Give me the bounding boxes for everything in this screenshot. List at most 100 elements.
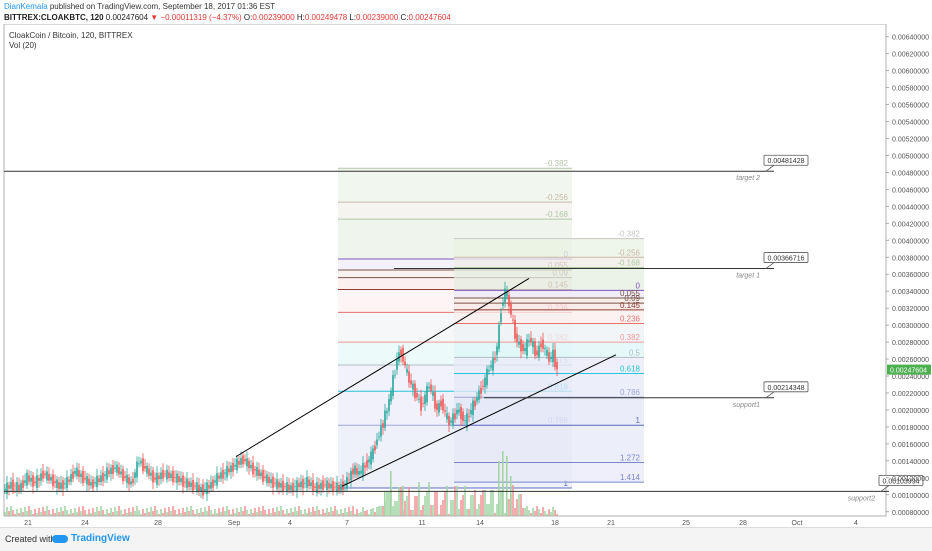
callout-leader (765, 391, 775, 399)
volume-bar (254, 508, 256, 516)
o-label: O: (243, 13, 253, 22)
publish-header: DianKemala published on TradingView.com,… (4, 1, 275, 12)
volume-bar (28, 506, 30, 516)
candle-body (532, 341, 534, 348)
candle-body (450, 420, 452, 423)
candle-body (242, 455, 244, 465)
candle-body (320, 482, 322, 489)
volume-bar (322, 509, 324, 516)
volume-bar (554, 510, 556, 516)
author-link[interactable]: DianKemala (4, 2, 48, 11)
candle-body (556, 362, 558, 370)
volume-bar (452, 500, 454, 516)
candle-body (378, 436, 380, 438)
volume-bar (474, 490, 476, 516)
volume-bar (304, 509, 306, 516)
volume-bar (460, 500, 462, 516)
y-tick-label: 0.00440000 (892, 204, 929, 211)
x-tick-label: 18 (551, 520, 559, 527)
x-tick-label: 4 (288, 520, 292, 527)
candle-body (302, 478, 304, 489)
candle-body (362, 462, 364, 476)
volume-bar (46, 506, 48, 516)
fib-level-label: -0.382 (545, 159, 568, 168)
candle-body (328, 482, 330, 489)
price-chart[interactable]: CloakCoin / Bitcoin, 120, BITTREX Vol (2… (0, 24, 932, 527)
volume-bar (530, 513, 532, 516)
volume-bar (172, 506, 174, 516)
candle-body (492, 358, 494, 371)
candle-body (316, 482, 318, 494)
volume-bar (184, 512, 186, 516)
volume-bar (144, 513, 146, 516)
candle-body (288, 484, 290, 491)
fib-zone (454, 257, 644, 268)
candle-body (318, 484, 320, 489)
volume-bar (540, 513, 542, 516)
volume-bar (536, 506, 538, 516)
y-tick-label: 0.00080000 (892, 510, 929, 517)
tradingview-brand[interactable]: TradingView (71, 533, 130, 544)
candle-body (42, 470, 44, 479)
fib-zone (454, 238, 644, 258)
y-tick-label: 0.00240000 (892, 374, 929, 381)
volume-bar (476, 509, 478, 516)
candle-body (480, 387, 482, 394)
volume-bar (208, 506, 210, 516)
volume-bar (336, 510, 338, 516)
volume-bar (428, 482, 430, 516)
volume-bar (332, 511, 334, 516)
fib-level-label: -0.382 (617, 230, 640, 239)
candle-body (112, 465, 114, 475)
candle-body (210, 482, 212, 489)
volume-bar (552, 507, 554, 516)
volume-bar (388, 492, 390, 516)
volume-bar (284, 514, 286, 516)
candle-body (456, 409, 458, 415)
candle-body (404, 361, 406, 366)
volume-bar (116, 511, 118, 516)
volume-bar (294, 507, 296, 516)
volume-bar (352, 506, 354, 516)
volume-bar (418, 482, 420, 516)
candle-body (256, 467, 258, 476)
candle-body (324, 484, 326, 486)
volume-bar (454, 486, 456, 516)
volume-bar (182, 508, 184, 516)
candle-body (272, 476, 274, 488)
trendline (341, 354, 617, 487)
candle-body (250, 465, 252, 469)
candle-body (346, 476, 348, 489)
candle-body (234, 465, 236, 467)
volume-bar (366, 510, 368, 516)
volume-bar (14, 514, 16, 516)
candle-body (48, 474, 50, 481)
candle-body (184, 481, 186, 483)
volume-bar (64, 506, 66, 516)
volume-bar (420, 510, 422, 516)
volume-bar (514, 508, 516, 516)
fib-zone (338, 168, 572, 203)
candle-body (334, 486, 336, 488)
y-tick-label: 0.00120000 (892, 476, 929, 483)
candle-body (546, 349, 548, 356)
candle-body (68, 479, 70, 482)
volume-bar (74, 508, 76, 516)
volume-bar (396, 501, 398, 516)
volume-bar (342, 513, 344, 516)
volume-bar (380, 506, 382, 516)
volume-bar (224, 511, 226, 516)
x-tick-label: 25 (682, 520, 690, 527)
volume-bar (154, 506, 156, 516)
candle-body (128, 477, 130, 485)
volume-bar (244, 506, 246, 516)
candle-body (54, 481, 56, 483)
volume-bar (314, 511, 316, 516)
candle-body (164, 473, 166, 475)
candle-body (192, 479, 194, 491)
volume-bar (432, 505, 434, 516)
candle-body (160, 472, 162, 480)
volume-bar (50, 514, 52, 516)
candle-body (466, 413, 468, 428)
volume-bar (200, 508, 202, 516)
